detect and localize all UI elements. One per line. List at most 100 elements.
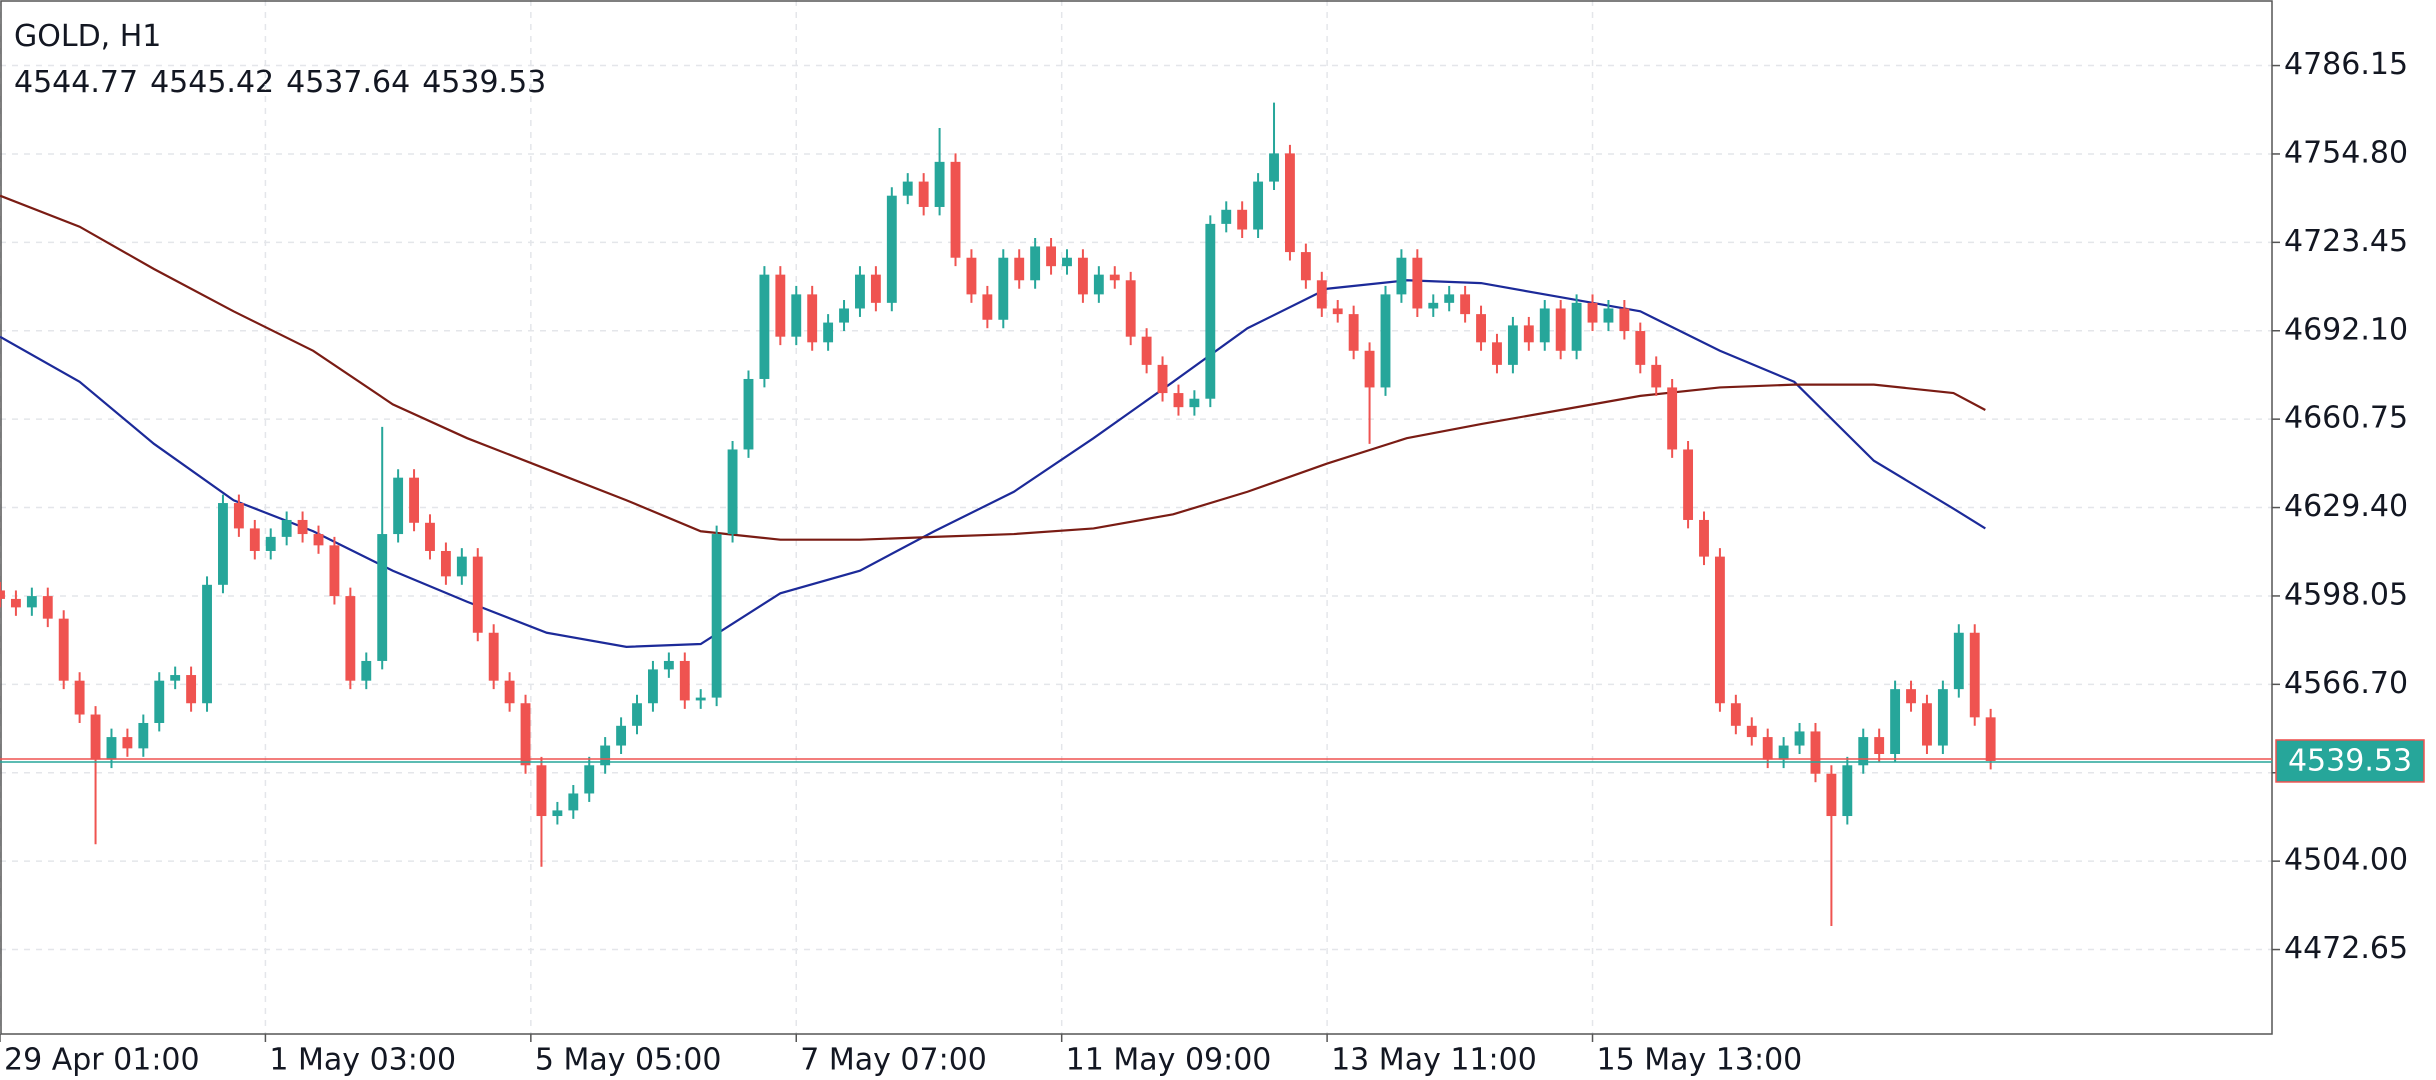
- candle-body: [966, 257, 977, 295]
- candle-body: [1253, 181, 1264, 230]
- y-tick-label: 4566.70: [2284, 666, 2408, 701]
- candle-body: [647, 669, 658, 704]
- candle-body: [440, 550, 451, 577]
- y-tick-label: 4629.40: [2284, 489, 2408, 524]
- ohlc: 4544.77 4545.42 4537.64 4539.53: [14, 60, 558, 106]
- x-tick-label: 11 May 09:00: [1066, 1043, 1272, 1078]
- candle-body: [1635, 331, 1646, 365]
- candle-body: [791, 294, 802, 337]
- candle-body: [982, 294, 993, 320]
- candle-body: [297, 519, 308, 535]
- candle-body: [1842, 765, 1853, 817]
- y-tick-label: 4692.10: [2284, 312, 2408, 347]
- candle-body: [1874, 737, 1885, 754]
- candle-body: [1173, 393, 1184, 408]
- candle-body: [584, 765, 595, 794]
- y-tick-label: 4472.65: [2284, 931, 2408, 966]
- candle-body: [425, 522, 435, 551]
- candle-body: [759, 274, 770, 379]
- candle-body: [1014, 257, 1025, 281]
- candle-body: [472, 556, 483, 633]
- candle-body: [950, 161, 961, 258]
- plot-frame: [0, 0, 2273, 1035]
- candle-body: [1062, 257, 1072, 267]
- x-tick-label: 7 May 07:00: [800, 1043, 987, 1078]
- last-price-label: 4539.53: [2288, 743, 2412, 778]
- candle-body: [1683, 449, 1694, 520]
- candle-body: [855, 274, 865, 309]
- candle-body: [679, 660, 690, 701]
- x-tick-label: 29 Apr 01:00: [4, 1043, 200, 1078]
- candle-body: [74, 680, 85, 715]
- candle-body: [122, 737, 133, 749]
- candle-body: [1985, 717, 1996, 761]
- candle-body: [1476, 314, 1486, 343]
- candle-body: [600, 745, 611, 766]
- y-tick-label: 4754.80: [2284, 135, 2408, 170]
- y-tick-label: 4786.15: [2284, 47, 2408, 82]
- candle-body: [1348, 314, 1359, 351]
- candle-body: [1380, 294, 1391, 388]
- candle-body: [42, 596, 53, 619]
- candle-body: [1794, 731, 1805, 746]
- candle-body: [1316, 280, 1327, 309]
- candle-body: [329, 545, 340, 597]
- candle-body: [1730, 703, 1741, 726]
- candle-body: [886, 195, 897, 303]
- candle-body: [1396, 257, 1407, 295]
- moving-average-line: [0, 279, 1986, 648]
- candle-body: [0, 590, 5, 599]
- candle-body: [138, 722, 149, 749]
- x-tick-label: 15 May 13:00: [1597, 1043, 1803, 1078]
- candle-body: [1205, 223, 1216, 399]
- moving-average-line: [0, 194, 1986, 541]
- candle-body: [1714, 556, 1725, 704]
- candle-body: [1619, 308, 1630, 332]
- candle-body: [313, 534, 324, 546]
- candle-body: [504, 680, 515, 704]
- candle-body: [1603, 308, 1614, 323]
- candle-body: [1428, 302, 1439, 309]
- candle-body: [1300, 252, 1311, 281]
- candle-body: [552, 810, 563, 817]
- ohlc-close: 4539.53: [422, 65, 547, 100]
- candle-body: [695, 697, 706, 701]
- candle-body: [1523, 325, 1534, 343]
- candle-body: [1810, 731, 1821, 774]
- candle-body: [249, 528, 260, 551]
- candle-body: [616, 725, 627, 746]
- y-tick-label: 4660.75: [2284, 401, 2408, 436]
- candle-body: [170, 675, 181, 681]
- header: GOLD, H1 4544.77 4545.42 4537.64 4539.53: [14, 14, 558, 106]
- candle-body: [1460, 294, 1471, 315]
- candle-body: [1125, 280, 1136, 337]
- ohlc-low: 4537.64: [286, 65, 411, 100]
- x-tick-label: 5 May 05:00: [535, 1043, 722, 1078]
- candle-body: [1667, 387, 1678, 450]
- candle-body: [154, 680, 165, 723]
- candle-body: [218, 503, 228, 585]
- candle-body: [918, 181, 929, 207]
- candle-body: [1285, 153, 1295, 253]
- candle-body: [870, 274, 881, 303]
- candle-body: [711, 534, 722, 698]
- candle-body: [233, 503, 244, 529]
- candle-body: [520, 703, 531, 766]
- candle-body: [1077, 257, 1088, 295]
- candle-body: [934, 161, 945, 207]
- candle-body: [1539, 308, 1550, 343]
- candle-body: [186, 675, 197, 704]
- candle-body: [90, 714, 101, 760]
- candle-body: [1906, 689, 1916, 704]
- last-price-box: [2275, 739, 2425, 783]
- candle-body: [1221, 209, 1232, 224]
- candle-body: [1141, 336, 1152, 365]
- candle-body: [281, 519, 292, 537]
- candle-body: [663, 660, 674, 670]
- candle-body: [361, 660, 372, 681]
- candle-body: [1587, 302, 1598, 323]
- candle-body: [1746, 725, 1757, 738]
- candle-body: [1157, 364, 1168, 394]
- candle-body: [1189, 398, 1200, 408]
